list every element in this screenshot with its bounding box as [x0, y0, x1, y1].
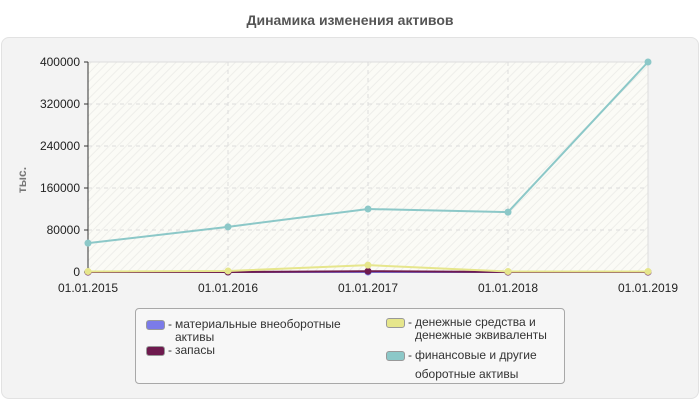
legend: - материальные внеоборотные активы - запа…	[135, 308, 565, 384]
data-point[interactable]	[84, 267, 92, 275]
y-axis-label: тыс.	[15, 166, 29, 194]
x-tick-label: 01.01.2019	[618, 281, 678, 295]
y-tick-label: 320000	[40, 97, 80, 111]
y-tick-label: 240000	[40, 139, 80, 153]
x-tick-label: 01.01.2018	[478, 281, 538, 295]
x-tick-label: 01.01.2016	[198, 281, 258, 295]
legend-item-inventory[interactable]: - запасы	[146, 344, 215, 357]
data-point[interactable]	[504, 208, 512, 216]
legend-item-financial-assets[interactable]: - финансовые и другие оборотные активы	[386, 348, 537, 384]
legend-dash: -	[168, 317, 172, 331]
chart-title: Динамика изменения активов	[246, 12, 454, 28]
legend-dash: -	[168, 343, 172, 357]
data-point[interactable]	[364, 267, 372, 275]
data-point[interactable]	[644, 267, 652, 275]
data-point[interactable]	[224, 223, 232, 231]
y-tick-label: 80000	[47, 223, 81, 237]
data-point[interactable]	[364, 205, 372, 213]
legend-swatch	[146, 346, 165, 356]
data-point[interactable]	[84, 239, 92, 247]
data-point[interactable]	[224, 267, 232, 275]
legend-dash: -	[408, 348, 412, 362]
y-tick-label: 400000	[40, 55, 80, 69]
x-tick-label: 01.01.2015	[58, 281, 118, 295]
legend-label: запасы	[175, 343, 215, 357]
series-lines	[84, 58, 652, 276]
legend-item-tangible-assets[interactable]: - материальные внеоборотные активы	[146, 318, 341, 344]
legend-dash: -	[408, 315, 412, 329]
legend-swatch	[386, 351, 405, 361]
y-tick-label: 0	[73, 265, 80, 279]
tick-labels: 0 80000 160000 240000 320000 400000 01.01.2015…	[40, 55, 678, 295]
legend-item-cash[interactable]: - денежные средства и денежные эквивалент…	[386, 316, 547, 342]
data-point[interactable]	[364, 261, 372, 269]
legend-label: материальные внеоборотные активы	[175, 317, 341, 344]
legend-label: денежные средства и денежные эквиваленты	[415, 315, 547, 342]
data-point[interactable]	[504, 267, 512, 275]
y-tick-label: 160000	[40, 181, 80, 195]
legend-label: финансовые и другие оборотные активы	[415, 348, 537, 381]
data-point[interactable]	[644, 58, 652, 66]
legend-swatch	[386, 318, 405, 328]
x-tick-label: 01.01.2017	[338, 281, 398, 295]
grid-lines	[88, 62, 648, 272]
legend-swatch	[146, 320, 165, 330]
